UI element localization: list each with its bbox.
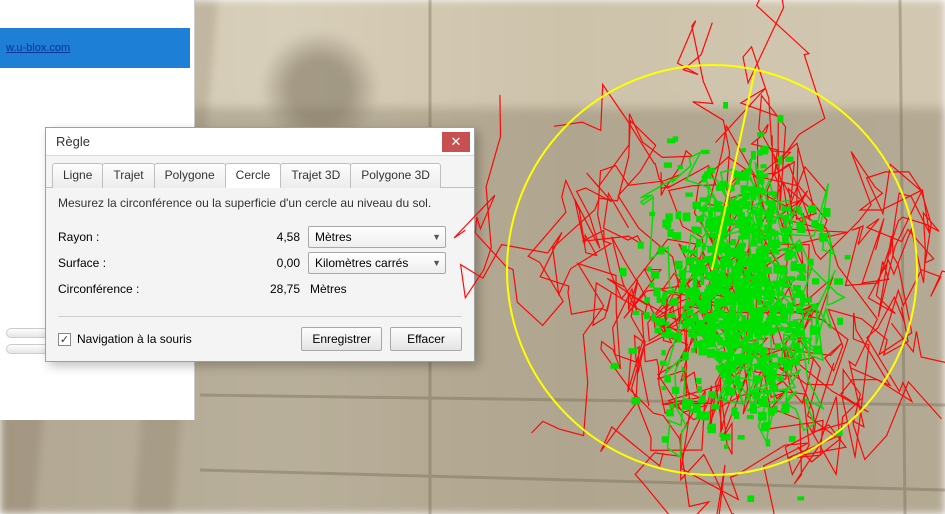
tab-strip: LigneTrajetPolygoneCercleTrajet 3DPolygo… — [46, 156, 474, 188]
value-surface: 0,00 — [198, 256, 308, 270]
row-rayon: Rayon : 4,58 Mètres ▼ — [58, 224, 462, 250]
dialog-footer: ✓ Navigation à la souris Enregistrer Eff… — [58, 316, 462, 351]
tab-trajet-3d[interactable]: Trajet 3D — [280, 163, 351, 188]
checkbox-icon: ✓ — [58, 333, 71, 346]
ruler-dialog: Règle ✕ LigneTrajetPolygoneCercleTrajet … — [45, 127, 475, 362]
ublox-link[interactable]: w.u-blox.com — [6, 42, 70, 54]
tab-polygone-3d[interactable]: Polygone 3D — [350, 163, 441, 188]
value-rayon: 4,58 — [198, 230, 308, 244]
label-surface: Surface : — [58, 256, 198, 270]
row-surface: Surface : 0,00 Kilomètres carrés ▼ — [58, 250, 462, 276]
tab-ligne[interactable]: Ligne — [52, 163, 103, 188]
footer-buttons: Enregistrer Effacer — [301, 327, 462, 351]
tab-polygone[interactable]: Polygone — [154, 163, 226, 188]
save-button[interactable]: Enregistrer — [301, 327, 382, 351]
instruction-text: Mesurez la circonférence ou la superfici… — [58, 196, 462, 210]
mouse-nav-checkbox[interactable]: ✓ Navigation à la souris — [58, 332, 192, 346]
value-circ: 28,75 — [198, 282, 308, 296]
unit-select-rayon-text: Mètres — [315, 230, 352, 244]
chevron-down-icon: ▼ — [432, 258, 441, 268]
label-rayon: Rayon : — [58, 230, 198, 244]
clear-button[interactable]: Effacer — [390, 327, 462, 351]
unit-select-surface-text: Kilomètres carrés — [315, 256, 408, 270]
row-circ: Circonférence : 28,75 Mètres — [58, 276, 462, 302]
dialog-titlebar[interactable]: Règle ✕ — [46, 128, 474, 156]
mouse-nav-label: Navigation à la souris — [77, 332, 192, 346]
unit-circ: Mètres — [308, 282, 347, 296]
sidebar-highlight-bar[interactable]: w.u-blox.com — [0, 28, 190, 68]
unit-select-surface[interactable]: Kilomètres carrés ▼ — [308, 252, 446, 274]
tab-cercle[interactable]: Cercle — [225, 163, 282, 188]
chevron-down-icon: ▼ — [432, 232, 441, 242]
tab-trajet[interactable]: Trajet — [102, 163, 154, 188]
label-circ: Circonférence : — [58, 282, 198, 296]
close-button[interactable]: ✕ — [442, 132, 470, 152]
unit-select-rayon[interactable]: Mètres ▼ — [308, 226, 446, 248]
dialog-body: Mesurez la circonférence ou la superfici… — [46, 188, 474, 361]
close-icon: ✕ — [451, 135, 462, 148]
dialog-title: Règle — [56, 134, 90, 149]
